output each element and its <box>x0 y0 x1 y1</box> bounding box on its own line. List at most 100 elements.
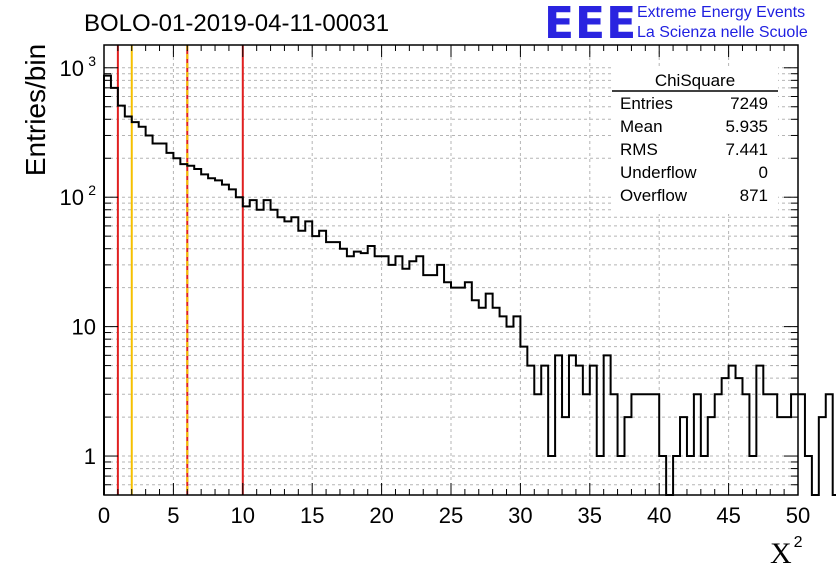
histogram-bin <box>631 394 638 495</box>
eee-logo-line1: Extreme Energy Events <box>637 4 806 21</box>
histogram-bin <box>770 394 777 495</box>
histogram-bin <box>527 366 534 495</box>
histogram-bin <box>153 144 160 495</box>
histogram-bin <box>576 366 583 495</box>
x-tick-label: 30 <box>508 503 532 528</box>
histogram-bin <box>278 217 285 495</box>
histogram-bin <box>416 256 423 495</box>
histogram-bin <box>819 417 826 495</box>
histogram-bin <box>291 217 298 495</box>
histogram-bin <box>132 122 139 495</box>
x-tick-label: 45 <box>716 503 740 528</box>
histogram-bin <box>451 288 458 495</box>
histogram-bin <box>229 189 236 495</box>
histogram-bin <box>146 135 153 495</box>
x-tick-label: 50 <box>786 503 810 528</box>
histogram-bin <box>826 394 833 495</box>
histogram-bin <box>118 106 125 495</box>
histogram-bin <box>798 394 805 495</box>
histogram-bin <box>742 394 749 495</box>
stats-row-value: 7249 <box>730 94 768 113</box>
histogram-bin <box>389 265 396 495</box>
histogram-bin <box>715 394 722 495</box>
x-tick-label: 10 <box>231 503 255 528</box>
y-tick-label: 1 <box>84 444 96 469</box>
histogram-bin <box>284 221 291 495</box>
histogram-bin <box>444 282 451 495</box>
histogram-bin <box>264 200 271 495</box>
y-tick-label: 10 <box>60 56 84 81</box>
histogram-bin <box>160 144 167 495</box>
histogram-bin <box>638 394 645 495</box>
histogram-bin <box>139 127 146 495</box>
histogram-bin <box>402 269 409 495</box>
histogram-bin <box>472 300 479 495</box>
histogram-bin <box>722 378 729 495</box>
y-tick-exponent: 2 <box>88 182 96 198</box>
stats-row-label: Entries <box>620 94 673 113</box>
histogram-bin <box>458 288 465 495</box>
histogram-bin <box>382 256 389 495</box>
histogram-bin <box>201 174 208 495</box>
histogram-bin <box>763 394 770 495</box>
eee-logo-mark: EEE <box>544 0 638 49</box>
eee-logo-line2: La Scienza nelle Scuole <box>637 24 808 41</box>
histogram-bin <box>555 355 562 495</box>
x-tick-label: 40 <box>647 503 671 528</box>
histogram-bin <box>243 206 250 495</box>
histogram-bin <box>166 153 173 495</box>
histogram-bin <box>271 210 278 495</box>
x-tick-label: 0 <box>98 503 110 528</box>
histogram-bin <box>604 355 611 495</box>
histogram-bin <box>583 394 590 495</box>
histogram-bin <box>305 221 312 495</box>
histogram-bin <box>694 394 701 495</box>
histogram-bin <box>180 164 187 495</box>
histogram-bin <box>756 366 763 495</box>
x-tick-label: 35 <box>578 503 602 528</box>
histogram-bin <box>257 210 264 495</box>
histogram-bin <box>222 185 229 495</box>
histogram-bin <box>368 246 375 495</box>
histogram-bin <box>111 88 118 495</box>
stats-row-label: Underflow <box>620 163 697 182</box>
histogram-bin <box>479 308 486 495</box>
x-tick-label: 15 <box>300 503 324 528</box>
histogram-bin <box>611 394 618 495</box>
histogram-bin <box>652 394 659 495</box>
x-tick-label: 20 <box>369 503 393 528</box>
histogram-bin <box>347 256 354 495</box>
stats-row-label: Overflow <box>620 186 688 205</box>
histogram-bin <box>298 231 305 495</box>
stats-row-value: 871 <box>740 186 768 205</box>
histogram-bin <box>125 117 132 495</box>
histogram-bin <box>569 355 576 495</box>
histogram-bin <box>319 231 326 495</box>
histogram-bin <box>250 200 257 495</box>
y-tick-label: 10 <box>60 185 84 210</box>
stats-row-label: RMS <box>620 140 658 159</box>
histogram-bin <box>375 256 382 495</box>
histogram-bin <box>590 366 597 495</box>
stats-row-value: 5.935 <box>725 117 768 136</box>
histogram-bin <box>326 242 333 495</box>
stats-row-value: 0 <box>759 163 768 182</box>
histogram-outline <box>103 74 836 496</box>
histogram-bin <box>104 76 111 495</box>
histogram-bin <box>791 394 798 495</box>
histogram-bin <box>437 265 444 495</box>
histogram-bin <box>465 282 472 495</box>
histogram-bin <box>215 180 222 495</box>
histogram-bin <box>236 197 243 495</box>
histogram-bin <box>395 256 402 495</box>
stats-box-title: ChiSquare <box>655 71 735 90</box>
x-tick-label: 5 <box>167 503 179 528</box>
histogram-bin <box>361 253 368 495</box>
histogram-bin <box>187 166 194 495</box>
stats-row-label: Mean <box>620 117 663 136</box>
histogram-bin <box>194 169 201 495</box>
histogram-bin <box>507 327 514 495</box>
histogram-bin <box>645 394 652 495</box>
